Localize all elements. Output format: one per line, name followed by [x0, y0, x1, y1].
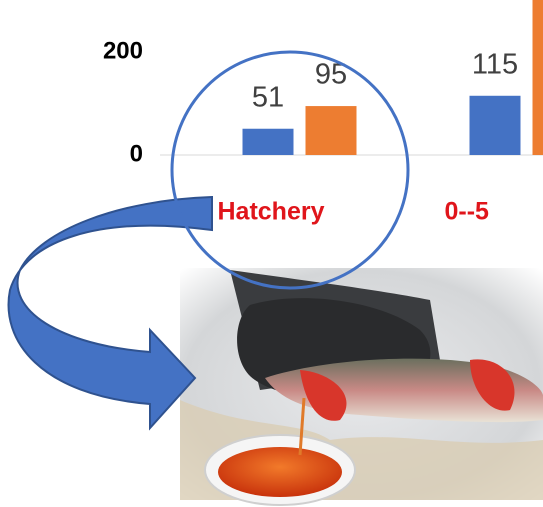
- x-tick-label: Hatchery: [218, 198, 325, 226]
- y-tick-label: 200: [103, 37, 143, 64]
- value-label: 51: [252, 81, 284, 113]
- value-label: 115: [472, 48, 518, 80]
- photo: [180, 268, 543, 506]
- bar: [242, 128, 294, 155]
- bar: [532, 0, 543, 156]
- y-tick-label: 0: [130, 140, 143, 167]
- highlight-circle: [170, 50, 410, 290]
- arrow: [7, 195, 213, 431]
- bar: [305, 106, 357, 155]
- bar: [469, 95, 521, 155]
- x-tick-label: 0--5: [445, 198, 490, 226]
